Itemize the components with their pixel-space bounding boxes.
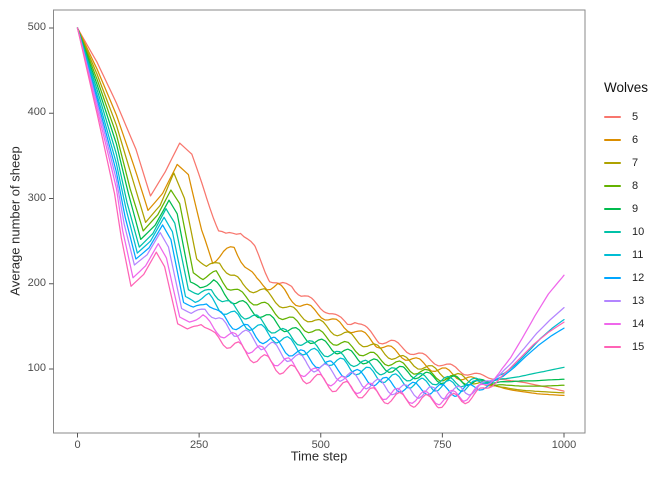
legend-key-line-icon bbox=[604, 276, 621, 279]
series-line-wolves-9 bbox=[76, 27, 565, 387]
legend-item-wolves-11: 11 bbox=[604, 243, 668, 266]
legend-key-line-icon bbox=[604, 115, 621, 118]
y-tick-label: 500 bbox=[27, 21, 46, 33]
legend-item-wolves-7: 7 bbox=[604, 151, 668, 174]
legend-item-label: 7 bbox=[632, 156, 639, 169]
legend-item-wolves-9: 9 bbox=[604, 197, 668, 220]
legend-item-label: 9 bbox=[632, 202, 639, 215]
legend-item-wolves-5: 5 bbox=[604, 105, 668, 128]
series-line-wolves-11 bbox=[76, 27, 565, 393]
x-tick-label: 500 bbox=[311, 439, 330, 451]
series-line-wolves-5 bbox=[76, 27, 565, 392]
legend-key-line-icon bbox=[604, 253, 621, 256]
legend-item-label: 12 bbox=[632, 271, 645, 284]
legend-key-line-icon bbox=[604, 322, 621, 325]
legend-item-label: 15 bbox=[632, 340, 645, 353]
panel-border bbox=[53, 9, 586, 434]
legend-key-line-icon bbox=[604, 299, 621, 302]
legend-item-wolves-13: 13 bbox=[604, 289, 668, 312]
legend-key-line-icon bbox=[604, 345, 621, 348]
legend-item-label: 6 bbox=[632, 133, 639, 146]
legend-item-wolves-12: 12 bbox=[604, 266, 668, 289]
y-tick-label: 300 bbox=[27, 191, 46, 204]
series-line-wolves-10 bbox=[76, 27, 565, 388]
x-tick-label: 0 bbox=[74, 439, 81, 451]
series-line-wolves-12 bbox=[76, 27, 565, 397]
legend-key-line-icon bbox=[604, 161, 621, 164]
legend-key-line-icon bbox=[604, 138, 621, 141]
legend-item-label: 10 bbox=[632, 225, 645, 238]
legend-item-wolves-14: 14 bbox=[604, 312, 668, 335]
legend-title: Wolves bbox=[604, 80, 649, 95]
legend: Wolves 5 6 7 8 9 10 11 12 13 14 15 bbox=[604, 80, 668, 358]
x-tick-label: 1000 bbox=[551, 439, 577, 451]
legend-item-label: 5 bbox=[632, 110, 639, 123]
series-line-wolves-13 bbox=[76, 27, 565, 400]
series-line-wolves-6 bbox=[76, 27, 565, 397]
legend-items: 5 6 7 8 9 10 11 12 13 14 15 bbox=[604, 105, 668, 358]
x-axis-title: Time step bbox=[290, 448, 348, 464]
x-tick-label: 750 bbox=[433, 439, 452, 451]
legend-item-label: 14 bbox=[632, 317, 645, 330]
legend-item-wolves-15: 15 bbox=[604, 335, 668, 358]
y-tick-label: 100 bbox=[27, 362, 46, 374]
y-tick-label: 400 bbox=[27, 106, 46, 119]
series-line-wolves-15 bbox=[76, 27, 565, 409]
legend-item-wolves-6: 6 bbox=[604, 128, 668, 151]
legend-key-line-icon bbox=[604, 184, 621, 187]
y-axis-title: Average number of sheep bbox=[7, 146, 23, 296]
legend-key-line-icon bbox=[604, 230, 621, 233]
legend-key-line-icon bbox=[604, 207, 621, 210]
legend-item-label: 8 bbox=[632, 179, 639, 192]
series-line-wolves-7 bbox=[76, 27, 565, 394]
legend-item-label: 13 bbox=[632, 294, 645, 307]
x-tick-label: 250 bbox=[189, 439, 209, 451]
y-tick-label: 200 bbox=[27, 276, 46, 289]
legend-item-wolves-8: 8 bbox=[604, 174, 668, 197]
legend-item-wolves-10: 10 bbox=[604, 220, 668, 243]
legend-item-label: 11 bbox=[632, 248, 644, 261]
